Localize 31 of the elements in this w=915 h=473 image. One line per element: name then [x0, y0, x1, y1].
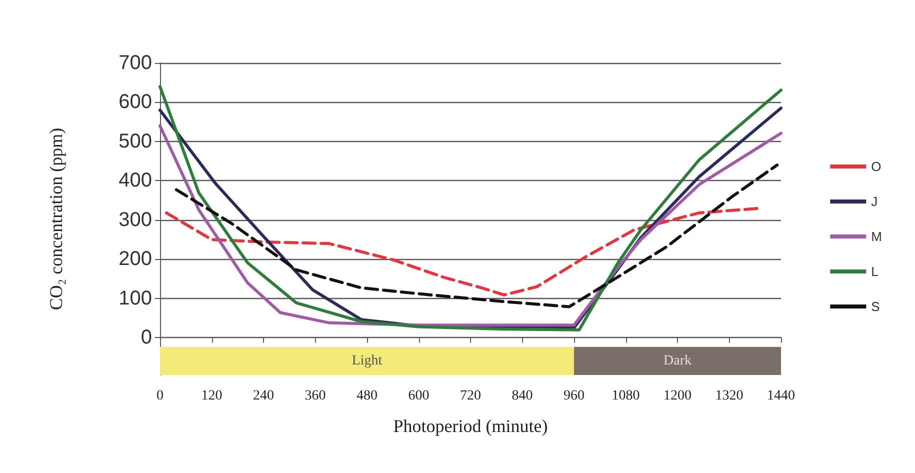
y-tick-label: 200	[118, 248, 152, 270]
x-tick-label: 480	[356, 388, 378, 404]
x-tick-label: 960	[564, 388, 584, 404]
band-label: Dark	[664, 353, 692, 368]
y-axis-title: CO₂ concentration (ppm)	[46, 128, 66, 310]
x-tick-label: 600	[408, 388, 430, 404]
x-tick-label: 720	[460, 388, 481, 404]
y-tick-label: 700	[118, 52, 152, 74]
x-tick-label: 1320	[715, 388, 744, 404]
x-tick-label: 1200	[664, 388, 692, 404]
x-tick-label: 360	[304, 388, 326, 404]
legend-label: O	[871, 159, 882, 174]
x-axis-title: Photoperiod (minute)	[393, 416, 548, 436]
x-tick-label: 0	[156, 388, 164, 404]
y-tick-label: 0	[140, 326, 152, 349]
legend-label: S	[871, 299, 880, 314]
y-tick-label: 600	[118, 91, 152, 114]
y-tick-label: 500	[118, 130, 152, 152]
line-series	[174, 164, 779, 308]
x-tick-label: 1440	[767, 388, 795, 404]
x-tick-label: 120	[201, 388, 222, 404]
x-tick-label: 1080	[612, 388, 640, 404]
legend-label: M	[871, 229, 882, 244]
x-tick-label: 240	[253, 388, 274, 404]
legend-label: J	[871, 194, 878, 209]
y-tick-label: 100	[118, 287, 152, 310]
legend-label: L	[871, 264, 878, 279]
x-tick-label: 840	[512, 388, 533, 404]
band-label: Light	[352, 353, 382, 368]
y-tick-label: 300	[118, 208, 152, 231]
y-tick-label: 400	[118, 170, 152, 192]
